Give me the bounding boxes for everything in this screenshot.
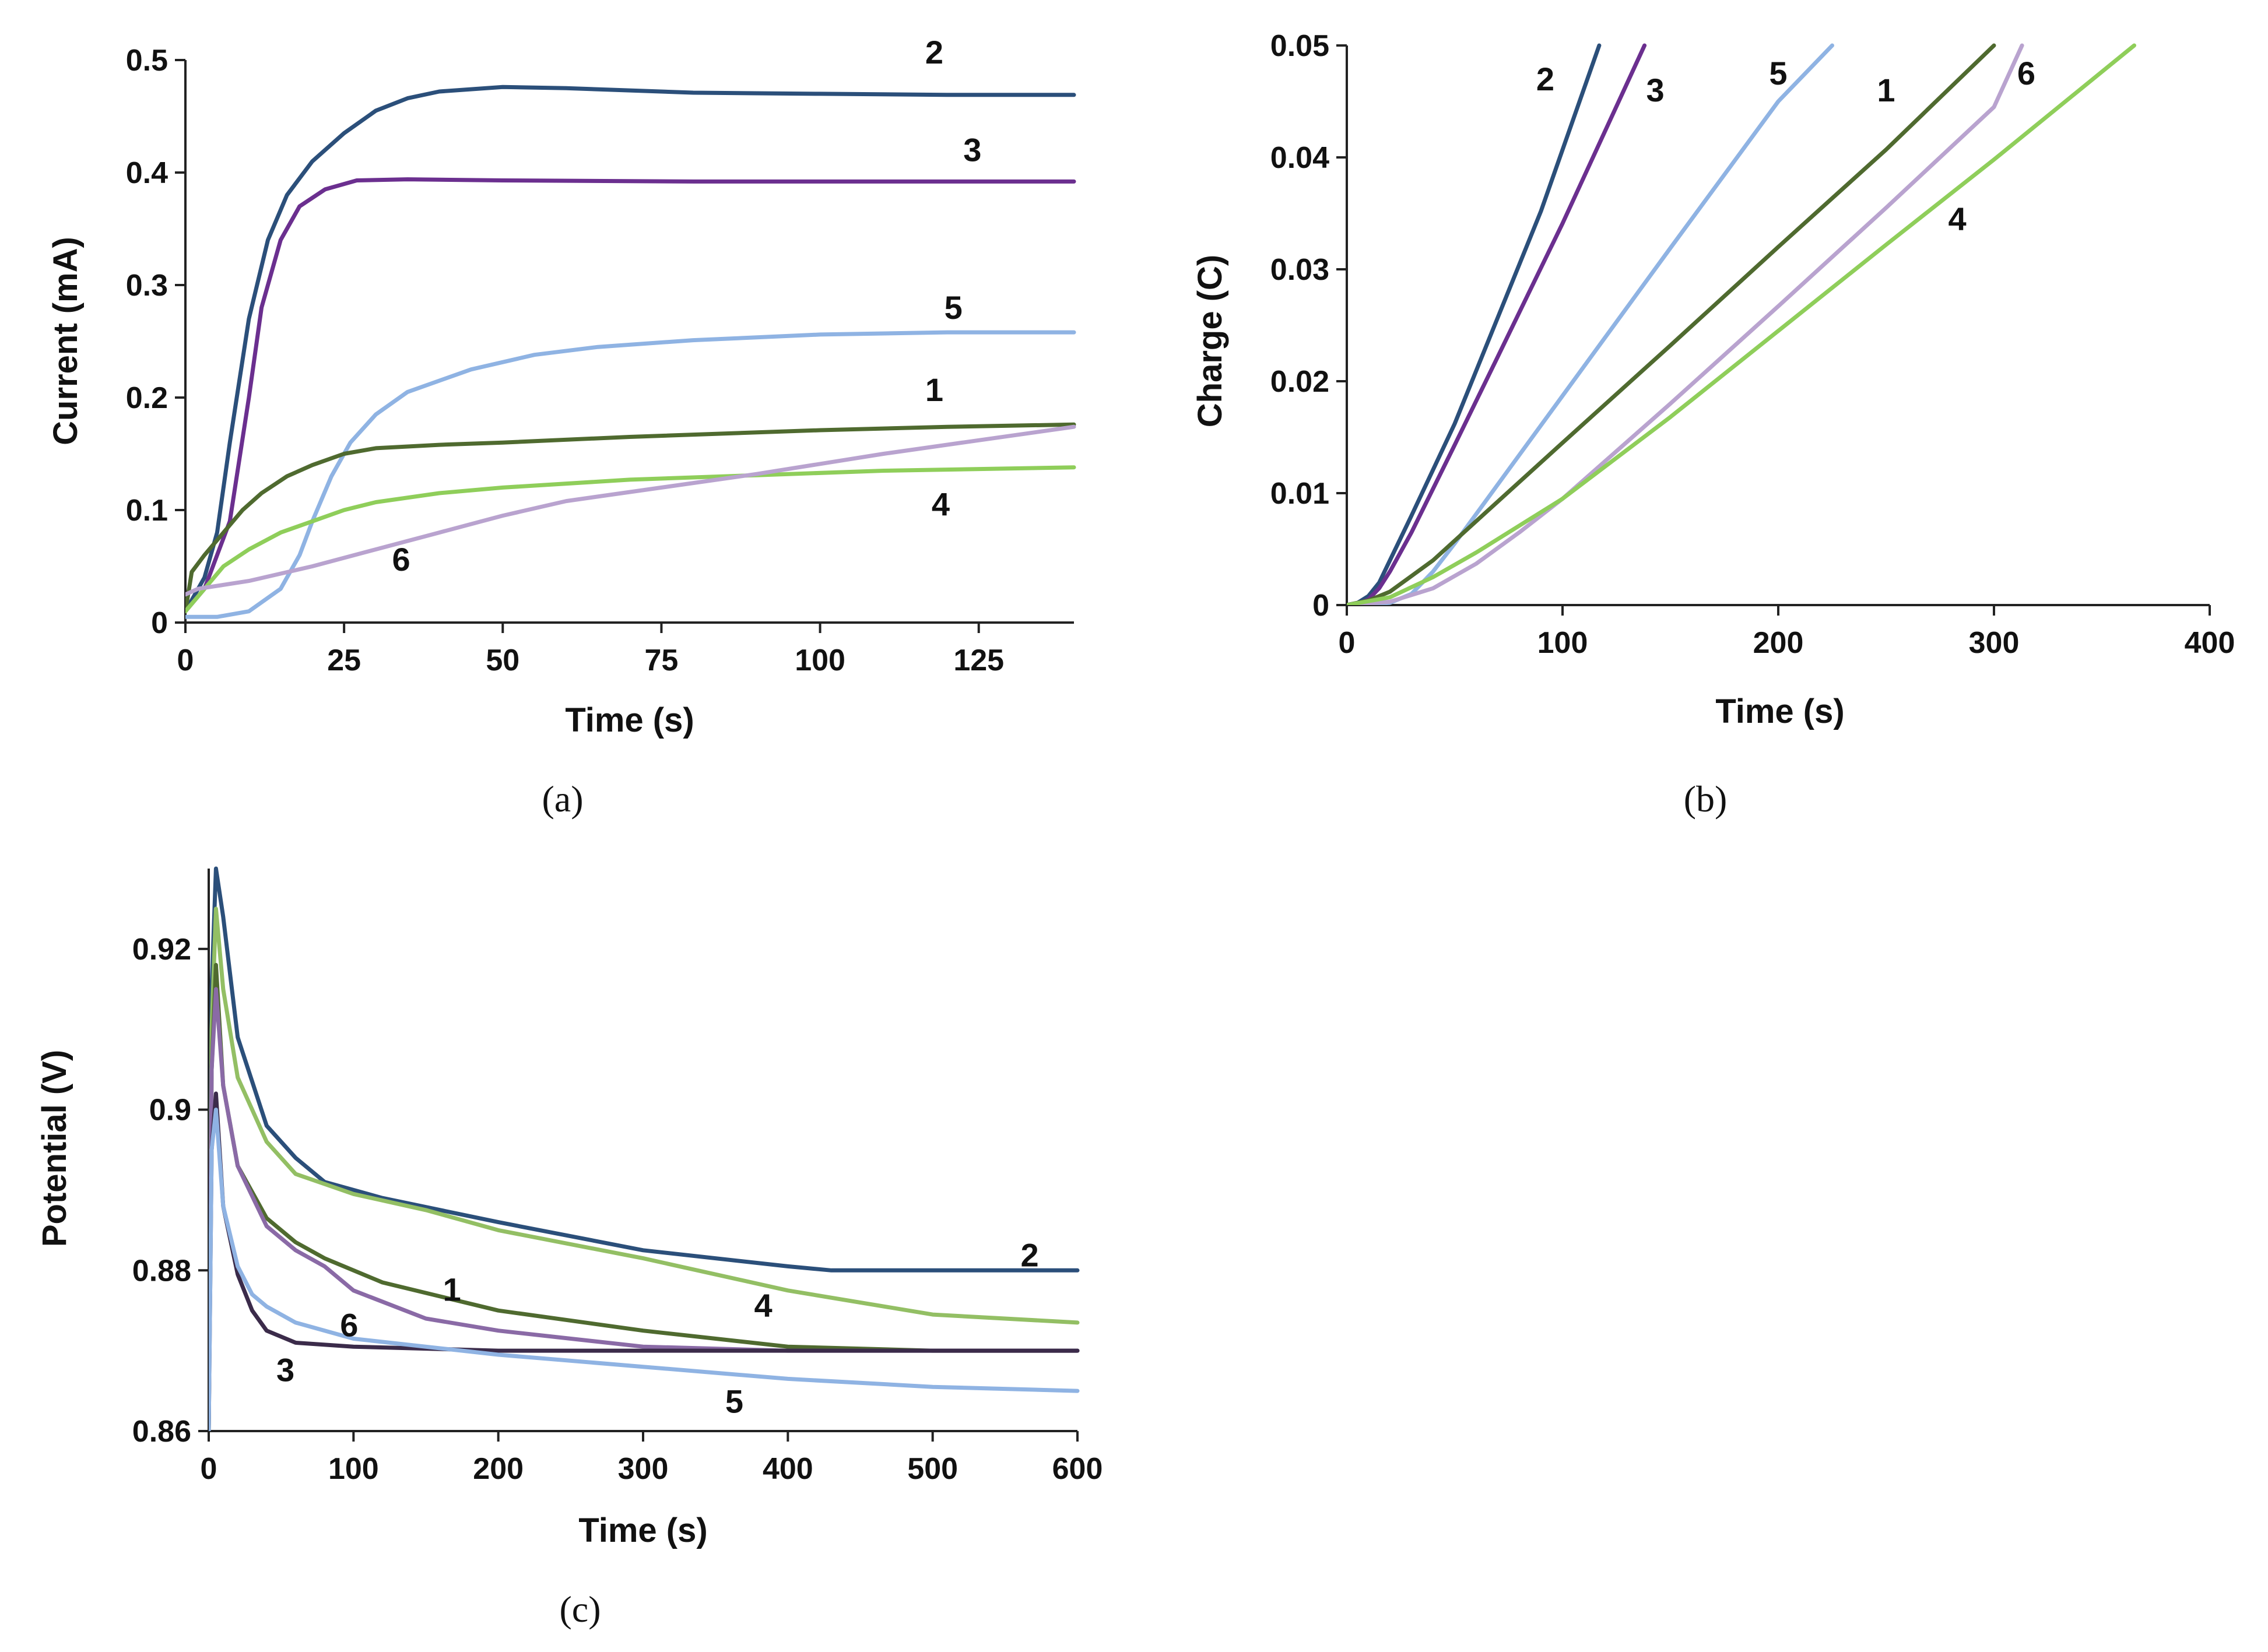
series-line-1 [209,962,1080,1431]
chart-panel-c: 0 100 200 300 400 500 600 0.86 0.88 0.9 0.92 2 4 1 6 3… [36,866,1103,1630]
y-tick-label: 0.04 [1270,141,1329,175]
ticks-a: 0 25 50 75 100 125 0 0.1 0.2 0.3 0.4 0.5 [126,44,1004,677]
series-line-4 [1347,43,2136,605]
caption-b: (b) [1684,778,1728,820]
y-axis-title-a: Current (mA) [47,237,85,445]
ticks-c: 0 100 200 300 400 500 600 0.86 0.88 0.9 0.92 [132,933,1103,1486]
curve-label-4: 4 [1948,201,1967,237]
x-tick-label: 300 [1969,626,2020,660]
y-tick-label: 0.92 [132,933,191,966]
y-axis-title-b: Charge (C) [1191,255,1229,427]
y-tick-label: 0.2 [126,381,168,415]
series-line-5 [185,330,1076,619]
curve-labels-a: 2 3 5 1 4 6 [392,34,982,578]
x-tick-label: 125 [953,644,1004,677]
y-tick-label: 0.01 [1270,477,1329,511]
y-tick-label: 0.4 [126,156,168,190]
x-tick-label: 100 [795,644,845,677]
y-tick-label: 0.3 [126,269,168,303]
x-tick-label: 600 [1052,1452,1103,1486]
x-axis-title-b: Time (s) [1715,693,1844,730]
curve-label-5: 5 [725,1383,743,1419]
curve-label-2: 2 [1020,1236,1038,1273]
curve-label-1: 1 [925,371,943,408]
x-tick-label: 200 [1753,626,1804,660]
curve-label-6: 6 [392,541,410,578]
series-line-6 [185,424,1076,597]
x-tick-label: 300 [618,1452,669,1486]
series-line-6 [1347,43,2024,605]
series-line-3 [185,177,1076,614]
x-axis-title-c: Time (s) [578,1512,707,1549]
curve-label-3: 3 [276,1352,294,1389]
curve-labels-c: 2 4 1 6 3 5 [276,1236,1039,1419]
series-line-2 [1347,43,1602,605]
x-tick-label: 25 [327,644,361,677]
y-tick-label: 0.05 [1270,29,1329,63]
x-axis-title-a: Time (s) [565,701,694,739]
curve-label-6: 6 [340,1306,358,1343]
y-tick-label: 0 [1312,589,1329,623]
x-tick-label: 0 [177,644,194,677]
y-tick-label: 0.9 [149,1094,191,1127]
caption-a: (a) [542,778,583,820]
series-line-3 [209,1091,1080,1431]
curve-label-1: 1 [443,1271,461,1308]
x-tick-label: 500 [907,1452,958,1486]
caption-c: (c) [559,1588,601,1630]
y-tick-label: 0.02 [1270,365,1329,399]
curve-label-4: 4 [932,486,950,523]
curve-label-1: 1 [1877,72,1895,108]
ticks-b: 0 100 200 300 400 0 0.01 0.02 0.03 0.04 0.05 [1270,29,2235,660]
axes-a [184,60,1074,624]
curve-labels-b: 2 3 5 1 6 4 [1536,55,2035,237]
series-line-1 [185,422,1076,614]
curve-label-2: 2 [925,34,943,71]
curve-label-3: 3 [963,132,981,168]
curve-label-3: 3 [1646,72,1665,108]
x-tick-label: 50 [486,644,519,677]
x-tick-label: 400 [763,1452,813,1486]
curve-label-5: 5 [1769,55,1787,92]
curve-label-4: 4 [754,1287,773,1324]
series-line-6 [209,987,1080,1431]
x-tick-label: 200 [473,1452,524,1486]
x-tick-label: 100 [328,1452,379,1486]
series-a [185,85,1076,619]
y-tick-label: 0 [151,606,168,640]
x-tick-label: 75 [645,644,679,677]
y-tick-label: 0.88 [132,1254,191,1288]
series-line-2 [185,85,1076,614]
y-axis-title-c: Potential (V) [36,1050,73,1247]
curve-label-2: 2 [1536,61,1554,97]
y-tick-label: 0.86 [132,1415,191,1449]
x-tick-label: 0 [201,1452,217,1486]
series-line-1 [1347,43,1996,605]
y-tick-label: 0.5 [126,44,168,78]
series-line-5 [209,1108,1080,1431]
series-line-4 [209,906,1080,1431]
series-b [1347,43,2136,605]
curve-label-6: 6 [2017,55,2035,92]
chart-panel-b: 0 100 200 300 400 0 0.01 0.02 0.03 0.04 0.05 2 3 5 1 6… [1191,29,2235,820]
curve-label-5: 5 [945,289,963,326]
chart-panel-a: 0 25 50 75 100 125 0 0.1 0.2 0.3 0.4 0.5 2 3 5 1 4 6 Tim… [47,34,1076,820]
series-c [209,866,1080,1431]
x-tick-label: 0 [1339,626,1356,660]
y-tick-label: 0.1 [126,494,168,528]
y-tick-label: 0.03 [1270,253,1329,287]
x-tick-label: 100 [1537,626,1588,660]
x-tick-label: 400 [2185,626,2235,660]
